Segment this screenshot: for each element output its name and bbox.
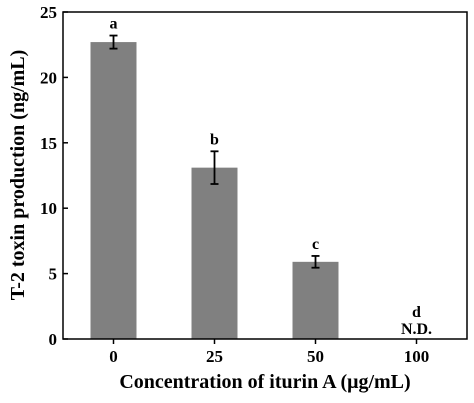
significance-letter-100: d (412, 304, 421, 321)
plot-frame (62, 11, 468, 340)
y-tick-label-5: 5 (49, 265, 58, 284)
y-ticks-group: 0 5 10 15 20 25 (40, 3, 68, 349)
x-tick-label-25: 25 (206, 347, 223, 366)
bar-25 (191, 167, 238, 339)
y-tick-label-10: 10 (40, 199, 57, 218)
annotation-100: N.D. (401, 321, 432, 338)
significance-letter-0: a (110, 16, 118, 33)
error-bar-0 (109, 34, 118, 50)
y-tick-label-20: 20 (40, 68, 57, 87)
significance-letter-50: c (312, 236, 319, 253)
y-tick-label-15: 15 (40, 134, 57, 153)
x-tick-label-100: 100 (404, 347, 430, 366)
x-tick-label-50: 50 (307, 347, 324, 366)
error-bar-25 (210, 150, 219, 185)
bars-group (90, 42, 339, 340)
error-bars-group (109, 34, 320, 269)
axes-group (62, 11, 468, 340)
y-tick-label-0: 0 (49, 330, 58, 349)
significance-letters-group: a b c dN.D. (110, 16, 433, 338)
y-tick-label-25: 25 (40, 3, 57, 22)
significance-letter-25: b (210, 131, 219, 148)
error-bar-50 (311, 255, 320, 269)
x-ticks-group: 0 25 50 100 (109, 339, 429, 366)
bar-50 (292, 261, 339, 339)
y-axis-label: T-2 toxin production (ng/mL) (7, 50, 29, 301)
x-tick-label-0: 0 (109, 347, 118, 366)
x-axis-label: Concentration of iturin A (μg/mL) (119, 371, 410, 393)
bar-0 (90, 42, 137, 340)
